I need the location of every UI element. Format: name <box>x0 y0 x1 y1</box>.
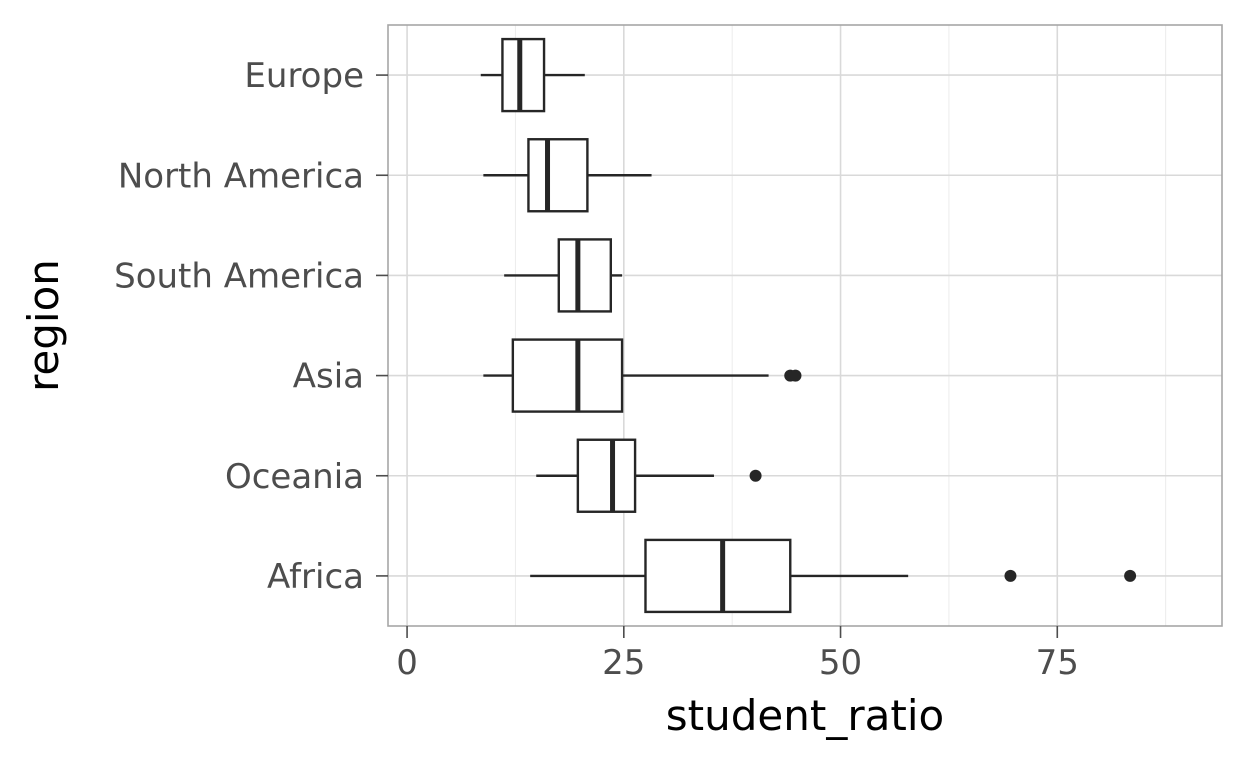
panel-border <box>387 24 1223 627</box>
box-africa <box>530 538 1137 614</box>
outlier-point <box>1124 569 1137 582</box>
iqr-box <box>501 37 546 113</box>
box-south-america <box>504 238 623 313</box>
iqr-box <box>557 238 613 313</box>
y-tick-label: North America <box>118 156 364 196</box>
box-asia <box>483 338 802 413</box>
x-tick-label: 25 <box>602 643 645 683</box>
box-oceania <box>536 438 762 513</box>
box-europe <box>480 37 585 113</box>
x-tick-label: 0 <box>396 643 418 683</box>
x-axis-title: student_ratio <box>666 691 944 740</box>
iqr-box <box>644 538 792 614</box>
outlier-point <box>789 369 802 382</box>
y-tick-label: Oceania <box>225 457 364 497</box>
y-tick-label: Asia <box>293 357 364 397</box>
y-tick-label: South America <box>114 256 364 296</box>
y-tick-label: Africa <box>267 557 364 597</box>
x-tick-label: 75 <box>1036 643 1079 683</box>
x-tick-label: 50 <box>819 643 862 683</box>
outlier-point <box>749 469 762 482</box>
outlier-point <box>1004 569 1017 582</box>
iqr-box <box>511 338 624 413</box>
grid-lines <box>388 25 1222 626</box>
boxes <box>480 37 1137 614</box>
iqr-box <box>527 138 589 213</box>
iqr-box <box>576 438 637 513</box>
y-axis-title: region <box>19 259 68 392</box>
box-north-america <box>483 138 652 213</box>
y-tick-label: Europe <box>244 56 364 96</box>
axes: Europe North America South America Asia Ocea… <box>114 56 1079 683</box>
